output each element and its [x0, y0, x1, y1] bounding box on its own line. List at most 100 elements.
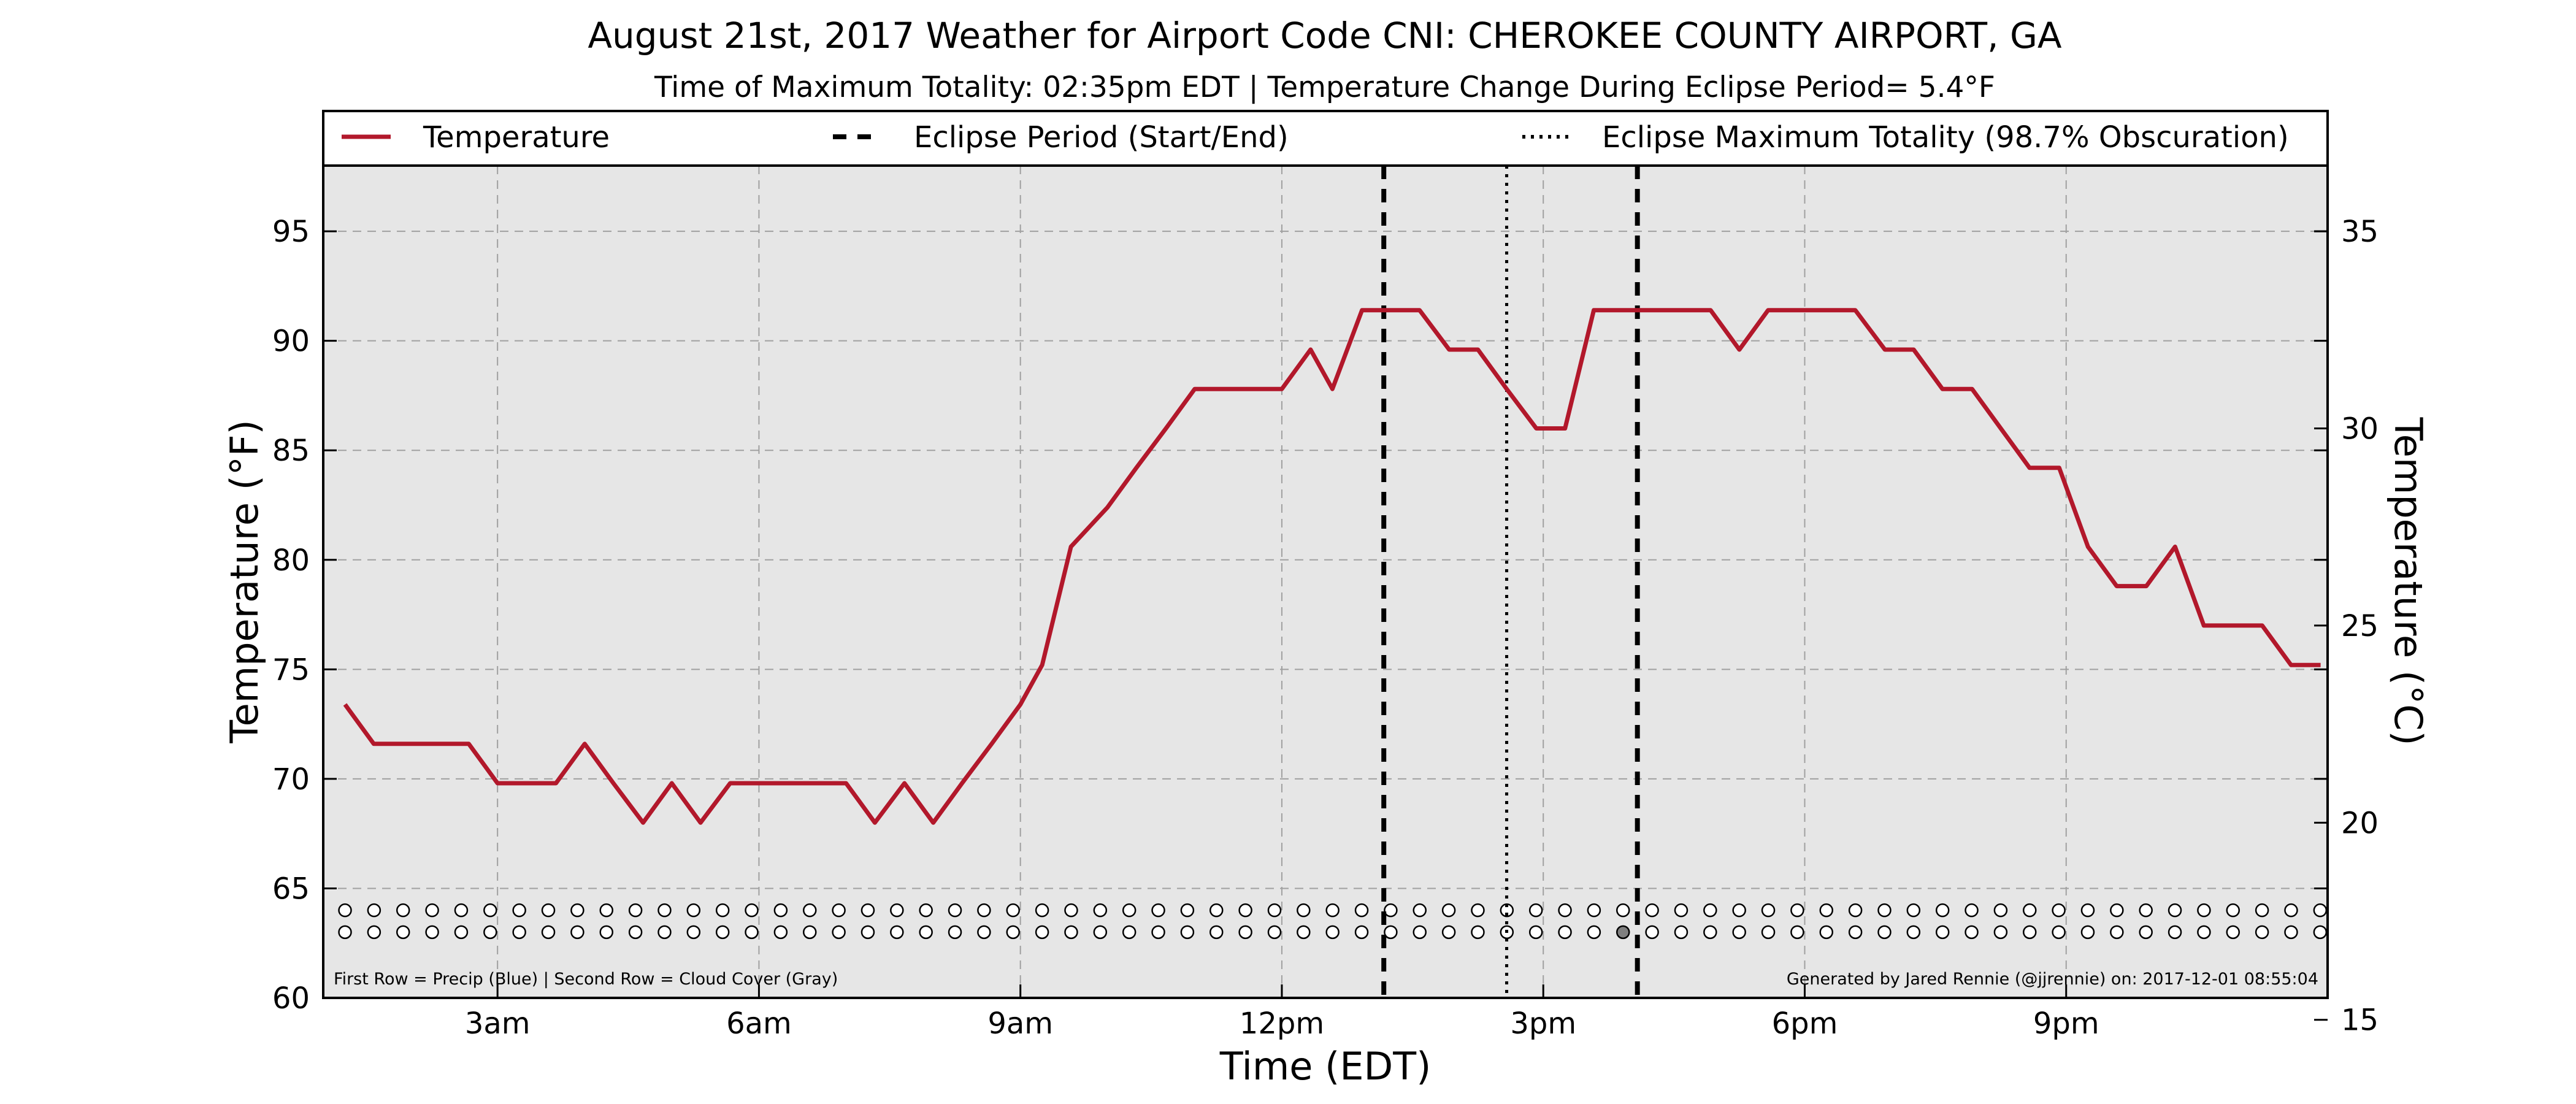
precip-cloud-rows [338, 903, 2328, 940]
precip-marker [1703, 903, 1717, 918]
precip-marker [1790, 903, 1804, 918]
cloud-cover-marker [2284, 925, 2298, 940]
precip-marker [1558, 903, 1572, 918]
x-tick-label: 9pm [2033, 1006, 2099, 1041]
cloud-cover-marker [2052, 925, 2066, 940]
cloud-cover-marker [948, 925, 962, 940]
cloud-cover-marker [1122, 925, 1137, 940]
precip-marker [1151, 903, 1165, 918]
cloud-cover-marker [1935, 925, 1950, 940]
cloud-cover-marker [1180, 925, 1195, 940]
precip-marker [1935, 903, 1950, 918]
precip-marker [1035, 903, 1049, 918]
precip-marker [1267, 903, 1282, 918]
cloud-cover-marker [1790, 925, 1804, 940]
plot-area [323, 166, 2328, 998]
precip-marker [1674, 903, 1689, 918]
chart-subtitle: Time of Maximum Totality: 02:35pm EDT | … [654, 71, 1995, 104]
precip-marker [832, 903, 846, 918]
cloud-cover-marker [1674, 925, 1689, 940]
y-axis-right: 15 20 25 30 35 [2314, 215, 2379, 1038]
precip-marker [1761, 903, 1776, 918]
y-axis-left: 60 65 70 75 80 85 90 95 [272, 215, 2328, 1016]
precip-marker [802, 903, 817, 918]
cloud-cover-marker [745, 925, 759, 940]
precip-marker [1354, 903, 1369, 918]
y-tick-label: 60 [272, 981, 310, 1016]
cloud-cover-marker [1703, 925, 1717, 940]
precip-marker [657, 903, 672, 918]
precip-marker [2313, 903, 2328, 918]
precip-marker [599, 903, 613, 918]
cloud-cover-marker [919, 925, 933, 940]
cloud-cover-marker [1732, 925, 1746, 940]
cloud-cover-marker [1471, 925, 1485, 940]
y-right-tick-label: 15 [2341, 1003, 2379, 1038]
cloud-cover-marker [1616, 925, 1630, 940]
cloud-cover-marker [2226, 925, 2241, 940]
cloud-cover-marker [715, 925, 730, 940]
precip-marker [1616, 903, 1630, 918]
precip-marker [1238, 903, 1252, 918]
cloud-cover-marker [2168, 925, 2182, 940]
y-tick-label: 90 [272, 324, 310, 359]
cloud-cover-marker [977, 925, 991, 940]
cloud-cover-marker [832, 925, 846, 940]
cloud-cover-marker [396, 925, 410, 940]
cloud-cover-marker [1384, 925, 1398, 940]
precip-marker [686, 903, 701, 918]
precip-marker [1877, 903, 1892, 918]
cloud-cover-marker [338, 925, 352, 940]
cloud-cover-marker [1006, 925, 1020, 940]
cloud-cover-marker [802, 925, 817, 940]
temperature-series [343, 308, 2321, 825]
x-axis-label: Time (EDT) [1219, 1044, 1432, 1089]
precip-marker [1965, 903, 1979, 918]
x-axis: 3am 6am 9am 12pm 3pm 6pm 9pm [465, 984, 2099, 1041]
cloud-cover-marker [1441, 925, 1456, 940]
cloud-cover-marker [1064, 925, 1078, 940]
cloud-cover-marker [2197, 925, 2211, 940]
precip-marker [1413, 903, 1427, 918]
precip-marker [2080, 903, 2095, 918]
precip-marker [2168, 903, 2182, 918]
cloud-cover-marker [628, 925, 643, 940]
y-tick-label: 80 [272, 543, 310, 578]
cloud-cover-marker [483, 925, 497, 940]
cloud-cover-marker [1238, 925, 1252, 940]
cloud-cover-marker [1906, 925, 1921, 940]
precip-marker [861, 903, 875, 918]
temperature-line [343, 308, 2321, 825]
cloud-cover-marker [425, 925, 439, 940]
precip-marker [1325, 903, 1340, 918]
cloud-cover-marker [1325, 925, 1340, 940]
precip-marker [948, 903, 962, 918]
cloud-cover-marker [890, 925, 904, 940]
precip-marker [2226, 903, 2241, 918]
eclipse-lines [1381, 166, 1640, 998]
precip-marker [1819, 903, 1834, 918]
precip-marker [396, 903, 410, 918]
precip-marker [1441, 903, 1456, 918]
cloud-cover-marker [1209, 925, 1224, 940]
precip-marker [715, 903, 730, 918]
cloud-cover-marker [2110, 925, 2124, 940]
cloud-cover-marker [1761, 925, 1776, 940]
cloud-cover-marker [1151, 925, 1165, 940]
precip-marker [512, 903, 526, 918]
precip-marker [1122, 903, 1137, 918]
cloud-cover-marker [454, 925, 469, 940]
cloud-cover-marker [599, 925, 613, 940]
precip-marker [2023, 903, 2037, 918]
x-tick-label: 12pm [1240, 1006, 1324, 1041]
precip-marker [1180, 903, 1195, 918]
chart-title: August 21st, 2017 Weather for Airport Co… [588, 15, 2062, 56]
precip-marker [1297, 903, 1311, 918]
legend-temperature-label: Temperature [423, 120, 610, 155]
y-axis-label-right: Temperature (°C) [2386, 416, 2431, 745]
y-tick-label: 75 [272, 653, 310, 687]
precip-marker [1093, 903, 1108, 918]
cloud-cover-marker [1993, 925, 2008, 940]
precip-marker [2110, 903, 2124, 918]
y-right-tick-label: 35 [2341, 215, 2379, 249]
